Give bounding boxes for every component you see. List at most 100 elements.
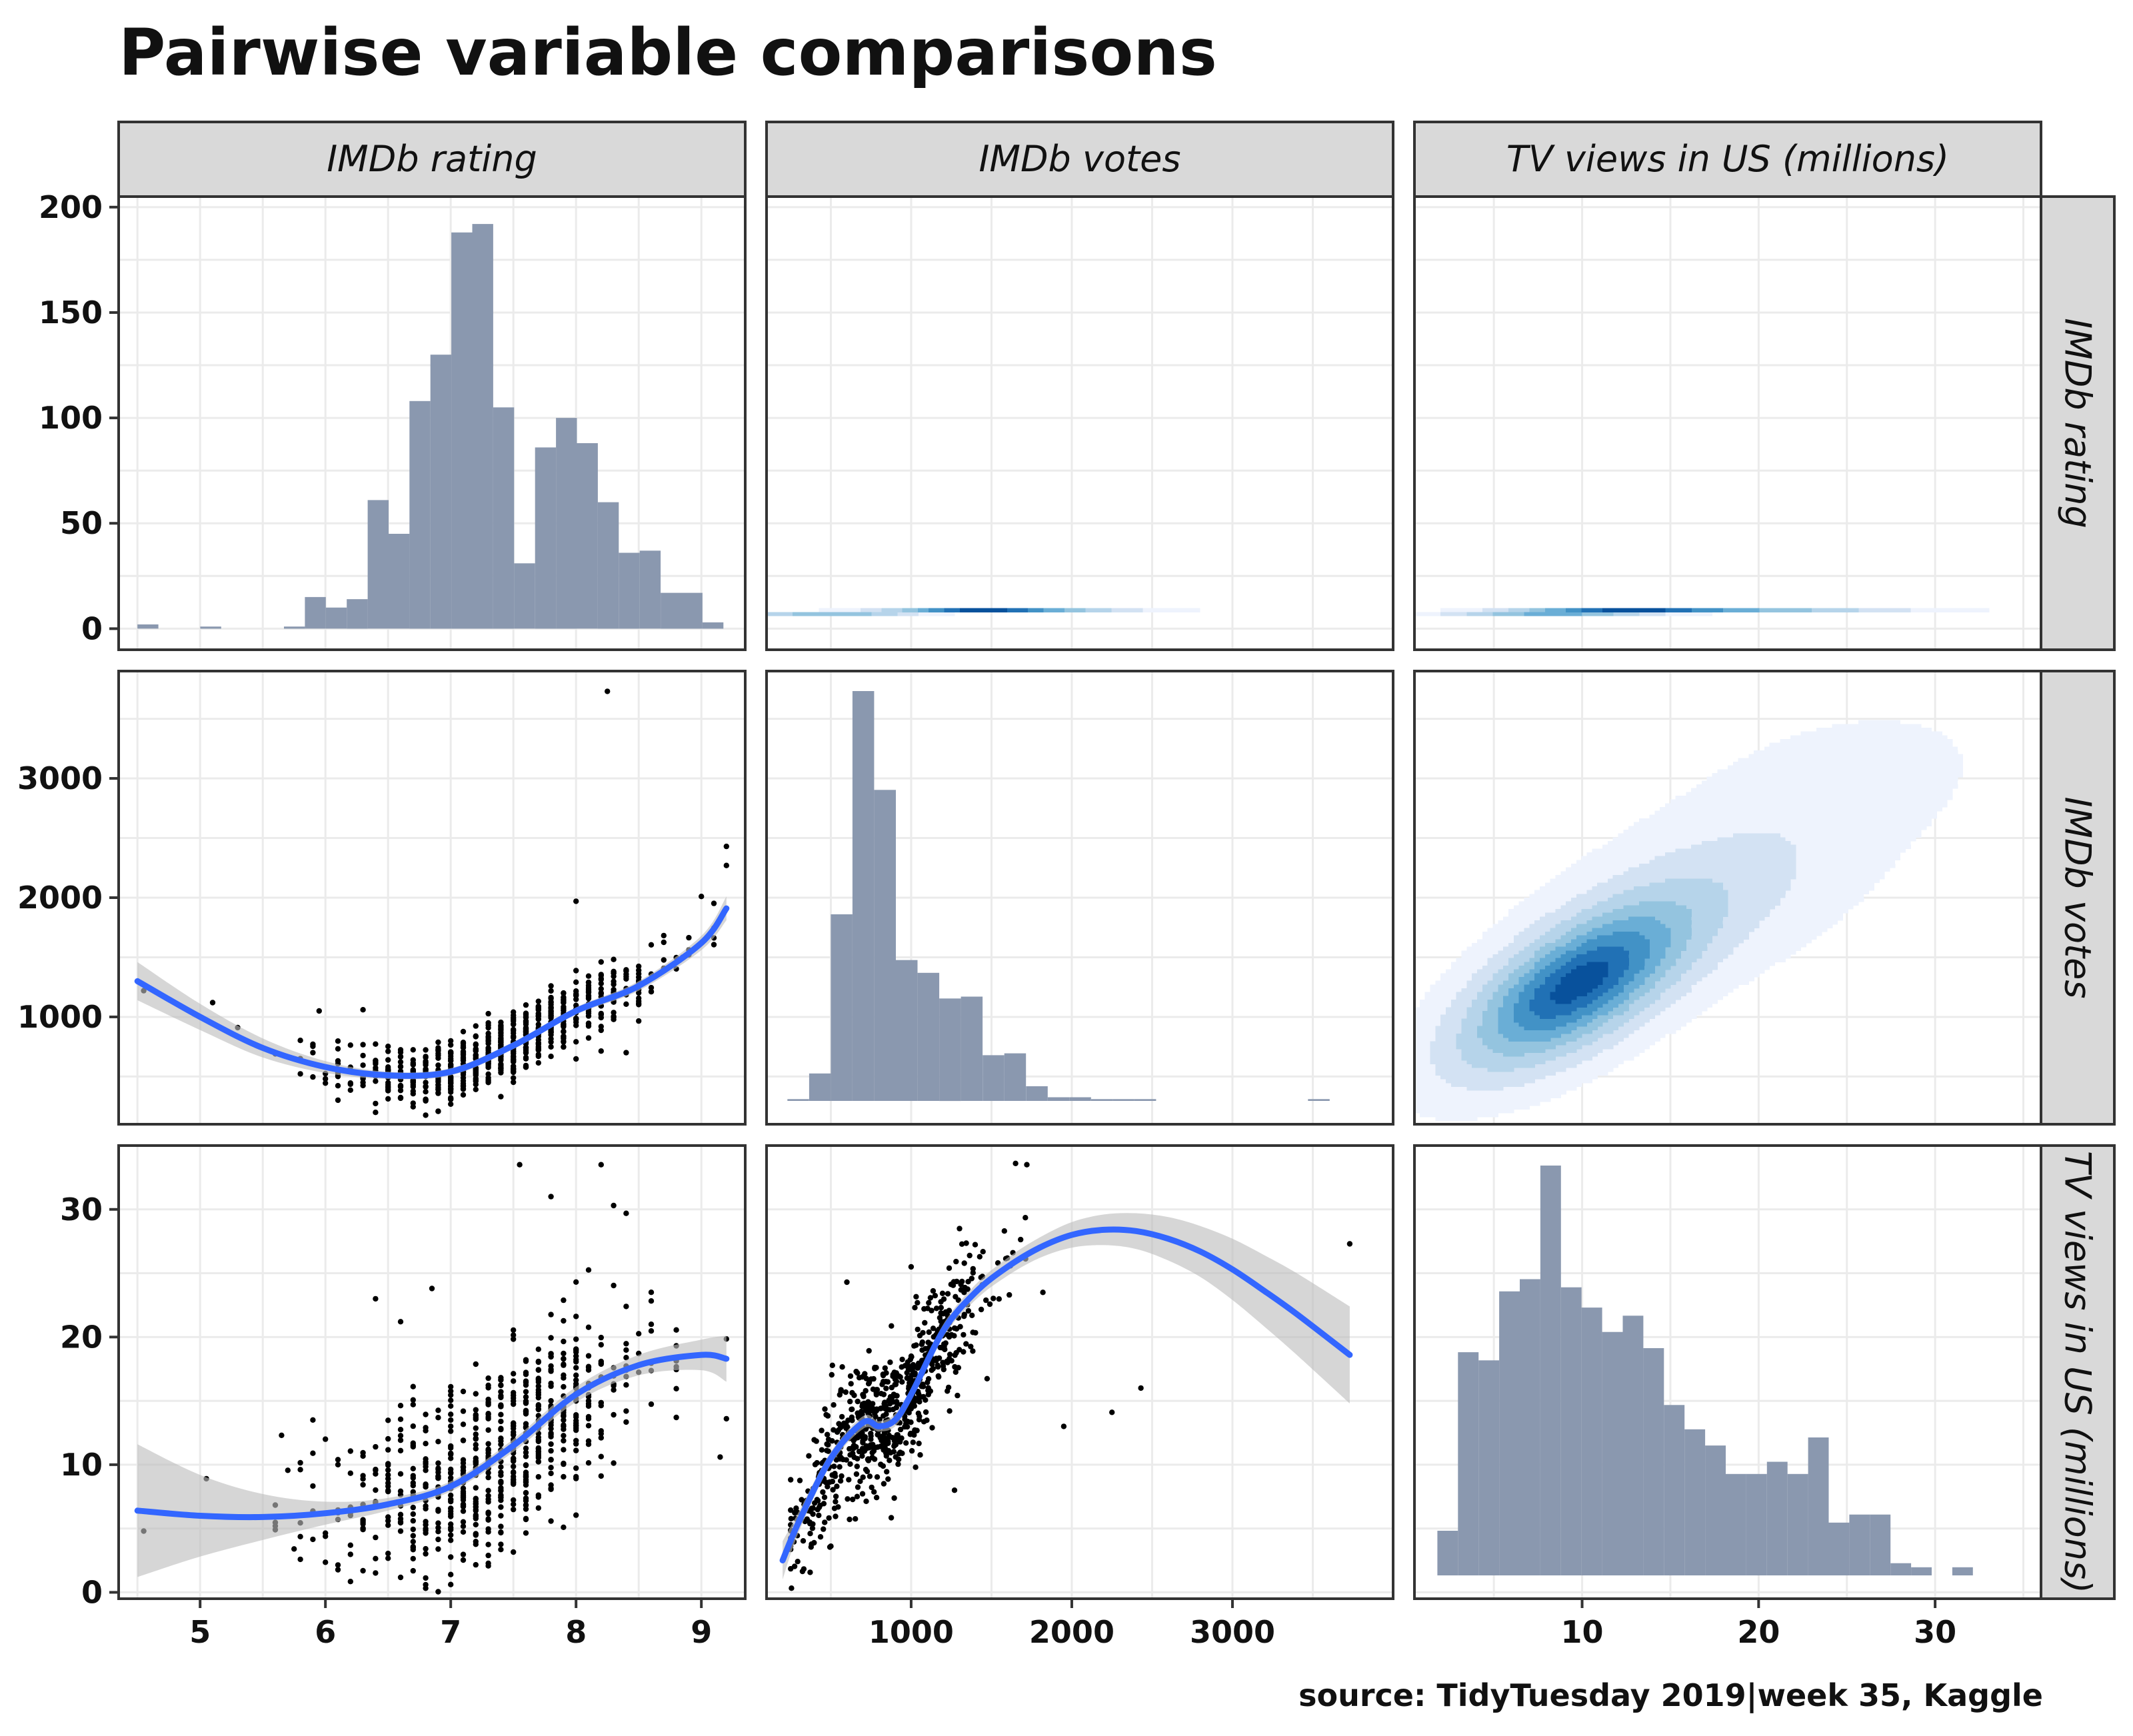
scatter-point (573, 1016, 579, 1022)
panel-2-2 (1414, 1146, 2041, 1599)
histogram-bar (1026, 1086, 1048, 1101)
histogram-bar (639, 550, 661, 629)
scatter-point (523, 1014, 529, 1020)
x-tick-label: 20 (1737, 1614, 1780, 1650)
scatter-point (385, 1472, 391, 1478)
scatter-point (868, 1433, 874, 1439)
scatter-point (573, 1336, 579, 1342)
scatter-point (1109, 1409, 1115, 1415)
scatter-point (931, 1356, 938, 1363)
scatter-point (598, 959, 604, 965)
scatter-point (899, 1364, 905, 1370)
scatter-point (648, 1321, 655, 1327)
scatter-point (323, 1533, 329, 1539)
histogram-bar (1890, 1563, 1912, 1575)
panel-2-0 (119, 1146, 745, 1599)
scatter-point (448, 1475, 454, 1481)
scatter-point (573, 968, 579, 974)
scatter-point (460, 1054, 467, 1060)
scatter-point (865, 1457, 872, 1463)
scatter-point (435, 1050, 441, 1057)
scatter-point (611, 956, 617, 962)
scatter-point (1024, 1162, 1030, 1168)
scatter-point (373, 1443, 379, 1450)
scatter-point (435, 1407, 441, 1413)
scatter-point (485, 1040, 491, 1046)
scatter-point (323, 1076, 329, 1082)
scatter-point (448, 1554, 454, 1560)
histogram-bar (367, 500, 389, 629)
scatter-point (397, 1574, 404, 1581)
scatter-point (423, 1060, 429, 1066)
scatter-point (585, 1023, 592, 1029)
scatter-point (360, 1062, 366, 1068)
scatter-point (423, 1112, 429, 1118)
scatter-point (598, 1341, 604, 1348)
scatter-point (854, 1493, 861, 1499)
scatter-point (485, 1075, 491, 1081)
histogram-bar (1828, 1522, 1850, 1575)
scatter-point (473, 1086, 479, 1093)
scatter-point (913, 1294, 919, 1300)
scatter-point (816, 1504, 823, 1511)
scatter-point (673, 1327, 679, 1333)
scatter-point (498, 1523, 504, 1529)
scatter-point (410, 1465, 416, 1471)
histogram-bar (831, 914, 853, 1101)
scatter-point (817, 1534, 824, 1540)
scatter-point (423, 1084, 429, 1090)
scatter-point (853, 1471, 860, 1477)
scatter-point (385, 1044, 391, 1050)
scatter-point (310, 1417, 316, 1423)
scatter-point (893, 1435, 899, 1441)
scatter-point (373, 1065, 379, 1071)
scatter-point (460, 1437, 467, 1443)
scatter-point (209, 1000, 216, 1006)
scatter-point (397, 1433, 404, 1439)
scatter-point (816, 1512, 822, 1519)
scatter-point (912, 1305, 918, 1311)
scatter-point (511, 1075, 517, 1081)
scatter-point (623, 1355, 629, 1361)
scatter-point (448, 1445, 454, 1451)
scatter-point (879, 1437, 885, 1443)
histogram-bar (1684, 1429, 1706, 1575)
scatter-point (448, 1525, 454, 1531)
scatter-point (548, 1335, 554, 1341)
scatter-point (723, 843, 730, 850)
scatter-point (935, 1373, 941, 1379)
histogram-bar (681, 592, 703, 629)
histogram-bar (1911, 1567, 1932, 1575)
scatter-point (877, 1416, 883, 1423)
scatter-point (793, 1505, 799, 1511)
scatter-point (498, 1042, 504, 1048)
scatter-point (961, 1331, 967, 1338)
scatter-point (423, 1047, 429, 1053)
scatter-point (335, 1457, 341, 1463)
scatter-point (435, 1536, 441, 1543)
scatter-point (397, 1511, 404, 1517)
scatter-point (908, 1264, 915, 1270)
scatter-point (867, 1473, 873, 1479)
scatter-point (880, 1371, 887, 1377)
histogram-bar (874, 790, 896, 1101)
scatter-point (573, 1441, 579, 1447)
scatter-point (423, 1551, 429, 1557)
scatter-point (397, 1095, 404, 1101)
scatter-point (573, 1372, 579, 1378)
scatter-point (938, 1299, 944, 1305)
scatter-point (846, 1477, 852, 1483)
scatter-point (485, 1020, 491, 1026)
x-tick-label: 7 (440, 1614, 461, 1650)
smooth-line (134, 905, 730, 1079)
scatter-point (373, 1570, 379, 1576)
column-strip (117, 121, 747, 198)
scatter-point (585, 1413, 592, 1420)
scatter-point (373, 1555, 379, 1561)
scatter-point (460, 1043, 467, 1049)
scatter-point (485, 1493, 491, 1499)
y-tick-label: 100 (39, 400, 103, 436)
scatter-point (460, 1529, 467, 1535)
scatter-point (891, 1399, 897, 1405)
scatter-point (511, 1336, 517, 1342)
